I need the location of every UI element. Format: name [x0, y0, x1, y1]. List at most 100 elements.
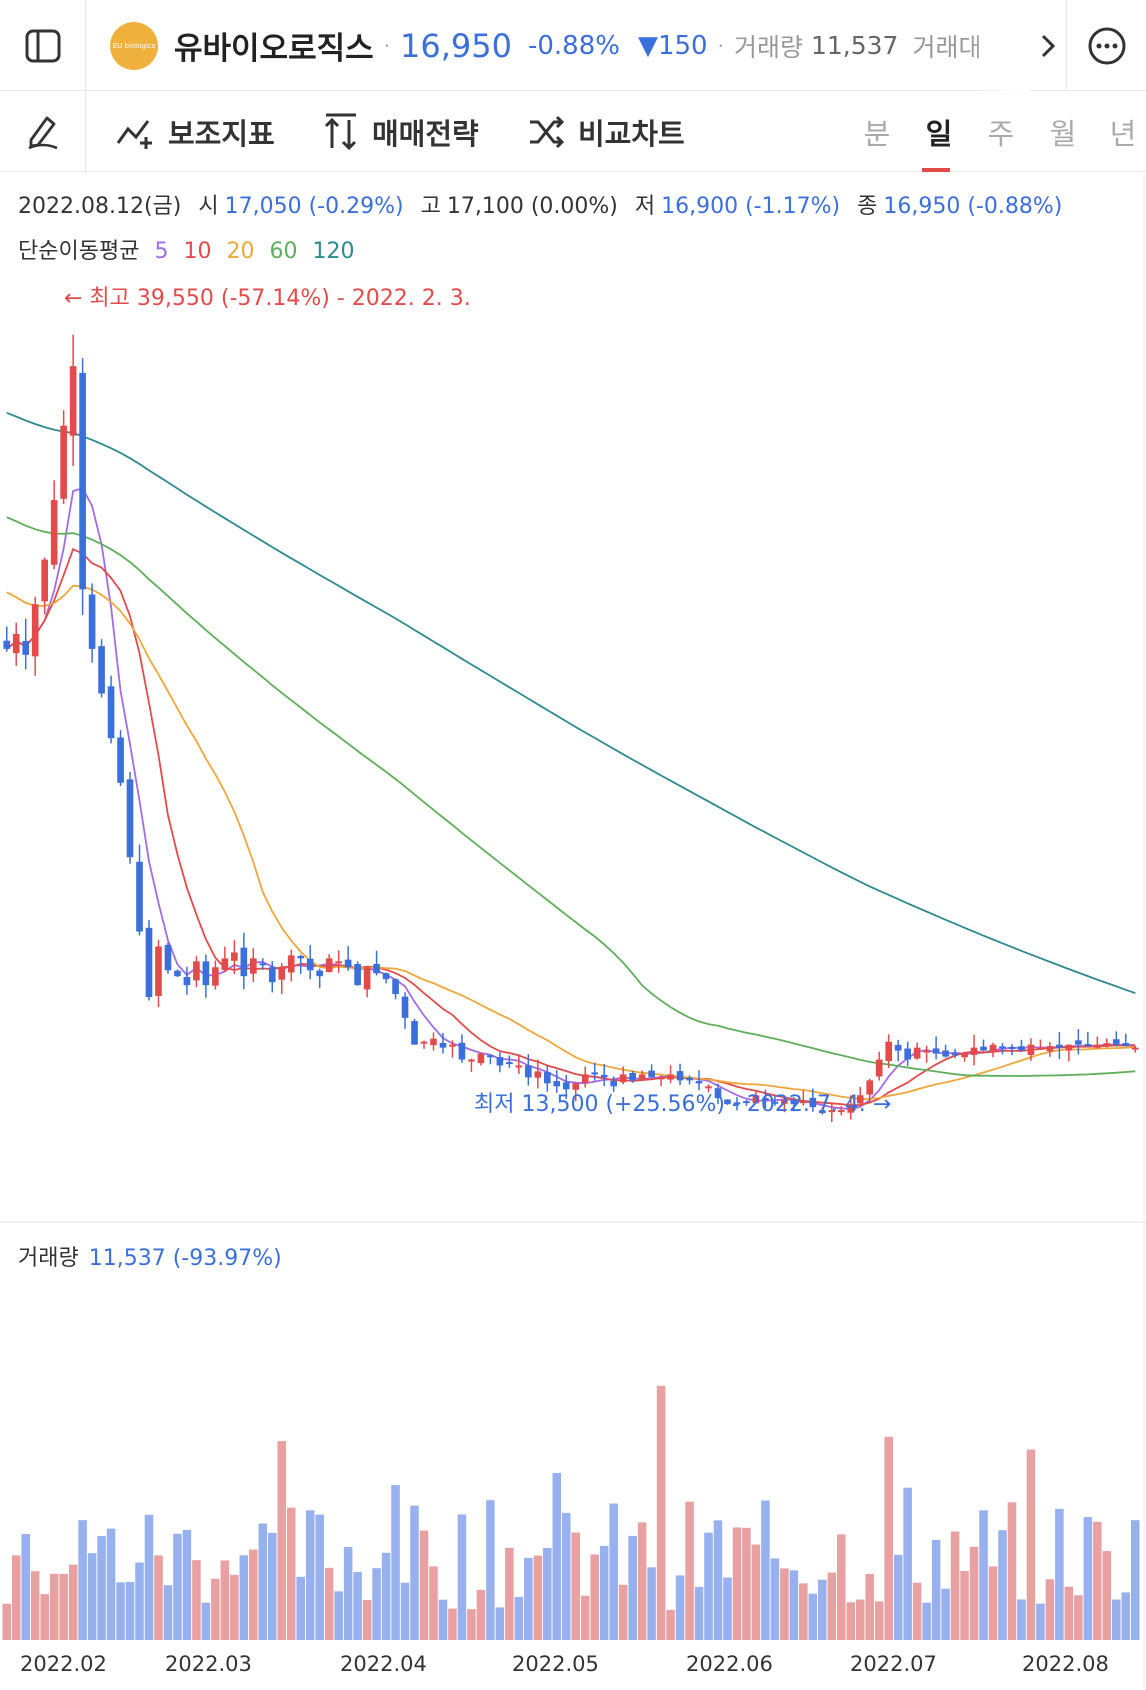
volume-bar [97, 1536, 106, 1640]
volume-bar [1102, 1551, 1112, 1640]
moving-average-legend[interactable]: 단순이동평균 5 10 20 60 120 [18, 239, 355, 264]
candle-body [1075, 1040, 1082, 1045]
candle-body [809, 1097, 817, 1108]
candle-body [382, 973, 390, 980]
volume-bar [116, 1582, 125, 1640]
volume-value: 11,537 [810, 31, 899, 60]
volume-bar [524, 1557, 533, 1640]
volume-bar [1017, 1599, 1026, 1640]
volume-bar [49, 1573, 59, 1640]
candle-body [12, 633, 20, 654]
volume-bar [742, 1527, 751, 1640]
candle-body [1027, 1044, 1035, 1055]
candle-body [506, 1062, 513, 1065]
more-options-button[interactable] [1066, 0, 1146, 91]
volume-bar [675, 1575, 685, 1640]
stock-name[interactable]: 유바이오로직스 [174, 31, 374, 67]
volume-bar [230, 1574, 239, 1640]
candle-body [344, 959, 352, 968]
volume-bar [268, 1532, 277, 1640]
candle-body [268, 967, 276, 983]
candle-body [430, 1038, 437, 1046]
period-tab-minute[interactable]: 분 [863, 117, 891, 151]
volume-bar [410, 1505, 419, 1640]
volume-bar [1130, 1520, 1140, 1640]
volume-bar [154, 1555, 163, 1640]
trade-amount-label: 거래대 [912, 32, 982, 62]
candle-body [885, 1041, 893, 1061]
indicator-chart-icon [116, 120, 152, 149]
period-tab-day[interactable]: 일 [914, 92, 964, 172]
volume-bar [827, 1572, 837, 1640]
volume-bar [1026, 1449, 1036, 1640]
volume-bar [1074, 1595, 1083, 1640]
candle-body [212, 967, 219, 986]
candle-body [1103, 1043, 1111, 1046]
compare-chart-button[interactable]: 비교차트 [528, 92, 685, 172]
volume-bar [969, 1546, 979, 1640]
volume-bar [173, 1533, 182, 1640]
candle-body [534, 1071, 542, 1078]
candle-body [695, 1081, 703, 1084]
candle-body [942, 1050, 949, 1057]
candle-body [999, 1046, 1006, 1049]
candle-body [913, 1047, 921, 1059]
ticker-scroll-button[interactable] [1030, 0, 1066, 91]
period-tab-year[interactable]: 년 [1109, 117, 1137, 151]
ohlc-info: 2022.08.12(금) 시 17,050 (-0.29%) 고 17,100 (… [18, 194, 1063, 219]
candle-body [221, 958, 229, 971]
stock-ticker: EU biologics 유바이오로직스 · 16,950 -0.88% ▼ 1… [110, 0, 1030, 91]
strategy-button[interactable]: 매매전략 [322, 92, 479, 172]
candle-body [923, 1050, 930, 1053]
volume-bar [837, 1534, 846, 1640]
low-price-annotation: 최저 13,500 (+25.56%) - 2022. 7. 4. → [474, 1092, 892, 1117]
volume-bar [561, 1512, 571, 1640]
sidebar-toggle-button[interactable] [0, 0, 86, 91]
ma5-label: 5 [154, 239, 169, 264]
drawing-tool-button[interactable] [0, 92, 86, 172]
x-tick-label: 2022.04 [340, 1652, 427, 1676]
candle-body [306, 958, 314, 971]
volume-panel-header: 거래량 11,537 (-93.97%) [18, 1246, 282, 1271]
volume-bar [324, 1567, 334, 1640]
volume-bar [552, 1473, 562, 1640]
indicators-button[interactable]: 보조지표 [116, 92, 275, 172]
candle-body [543, 1072, 551, 1084]
candle-body [231, 952, 238, 961]
volume-bar [182, 1529, 192, 1640]
candle-body [904, 1048, 911, 1060]
volume-bar [1045, 1579, 1055, 1640]
candle-body [487, 1055, 494, 1058]
volume-bar [533, 1555, 543, 1640]
volume-bar [865, 1573, 874, 1640]
candle-body [572, 1083, 580, 1090]
candle-body [781, 1099, 788, 1104]
volume-bar [144, 1514, 154, 1640]
candle-body [69, 366, 77, 436]
candle-body [856, 1095, 864, 1104]
volume-bar [855, 1599, 865, 1640]
period-tab-week[interactable]: 주 [987, 117, 1015, 151]
volume-bar [1083, 1517, 1093, 1640]
candle-body [629, 1072, 636, 1081]
volume-bar [893, 1554, 903, 1640]
candle-body [458, 1042, 466, 1060]
candle-body [259, 963, 267, 966]
candle-body [468, 1059, 475, 1062]
volume-bar [647, 1567, 656, 1640]
candle-body [1037, 1047, 1044, 1050]
change-amount: 150 [657, 30, 708, 61]
current-price: 16,950 [400, 26, 512, 65]
candle-body [562, 1082, 570, 1090]
volume-bar [135, 1562, 144, 1640]
period-tab-month[interactable]: 월 [1049, 117, 1077, 151]
candle-body [126, 779, 134, 858]
volume-bar [467, 1609, 476, 1640]
candle-body [155, 946, 162, 996]
candle-body [3, 640, 11, 649]
candle-body [439, 1042, 447, 1048]
volume-bar [761, 1500, 770, 1640]
volume-bar [11, 1555, 21, 1640]
volume-bar [438, 1599, 448, 1640]
